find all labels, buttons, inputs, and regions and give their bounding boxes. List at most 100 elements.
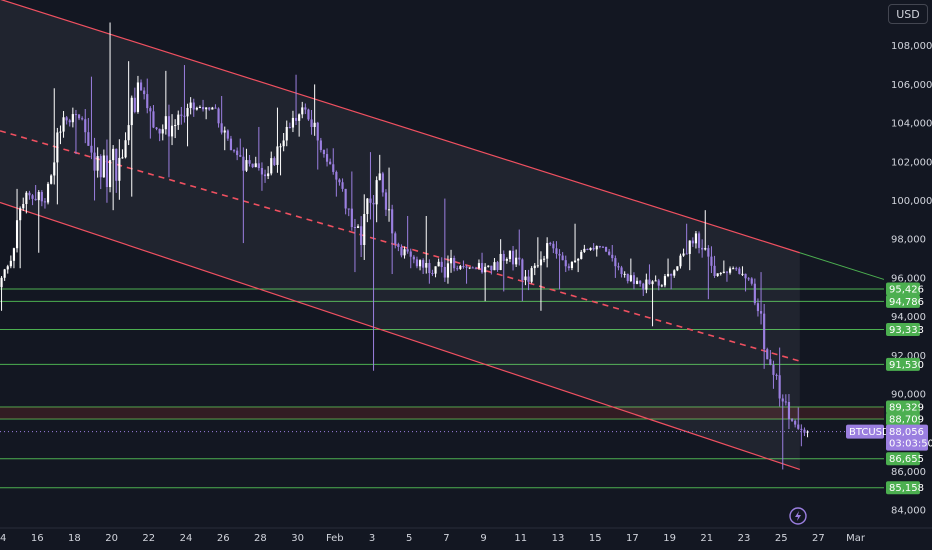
candle-body <box>28 192 31 196</box>
candle-body <box>741 273 744 275</box>
candle-body <box>710 256 713 266</box>
candle-body <box>493 262 496 271</box>
candle-body <box>99 156 102 178</box>
y-tick-label: 92,000 <box>891 351 926 362</box>
candle-body <box>484 266 487 273</box>
candle-body <box>62 117 65 132</box>
candle-body <box>409 251 412 257</box>
x-tick-label: 11 <box>514 533 527 544</box>
candle-body <box>19 208 22 221</box>
candle-body <box>418 260 422 267</box>
candle-body <box>273 158 276 165</box>
candle-body <box>701 247 704 250</box>
currency-button[interactable]: USD <box>888 4 928 24</box>
level-label: 93,333 <box>889 325 924 336</box>
candle-body <box>772 364 775 375</box>
candle-body <box>226 130 229 139</box>
candle-body <box>527 276 530 282</box>
y-tick-label: 102,000 <box>891 157 932 168</box>
x-tick-label: 16 <box>31 533 44 544</box>
candle-body <box>443 266 446 278</box>
candle-body <box>313 122 316 127</box>
candle-body <box>71 114 74 123</box>
candle-body <box>586 248 589 251</box>
x-tick-label: 20 <box>105 533 118 544</box>
candle-body <box>567 266 570 269</box>
candle-body <box>245 160 248 171</box>
candle-body <box>623 273 626 275</box>
candle-body <box>229 138 233 151</box>
x-tick-label: 26 <box>217 533 230 544</box>
candle-body <box>356 226 360 228</box>
candle-body <box>387 209 391 211</box>
candle-body <box>446 263 450 278</box>
candle-body <box>403 249 406 256</box>
candle-body <box>666 273 670 277</box>
candle-body <box>663 276 667 286</box>
candle-body <box>208 107 211 110</box>
candle-body <box>756 303 760 312</box>
candle-body <box>595 246 598 250</box>
candle-body <box>787 401 791 420</box>
candle-body <box>635 280 639 284</box>
candle-body <box>645 279 648 290</box>
candle-body <box>679 255 682 267</box>
candle-body <box>474 268 477 270</box>
candle-body <box>477 263 481 269</box>
candle-body <box>248 160 251 164</box>
candle-body <box>232 150 236 152</box>
candle-body <box>304 107 307 110</box>
candle-body <box>508 250 512 260</box>
x-tick-label: 27 <box>812 533 825 544</box>
level-label-box <box>886 357 920 371</box>
level-label: 85,158 <box>889 483 924 494</box>
candle-body <box>580 251 583 259</box>
y-tick-label: 96,000 <box>891 273 926 284</box>
current-price-value: 88,056 <box>889 427 924 438</box>
candle-body <box>353 227 357 229</box>
candle-body <box>738 268 741 274</box>
candle-body <box>164 116 167 130</box>
candle-body <box>521 259 524 281</box>
candle-body <box>31 195 34 199</box>
candle-body <box>459 266 462 269</box>
y-tick-label: 108,000 <box>891 41 932 52</box>
candle-body <box>415 259 419 267</box>
candle-countdown: 03:03:50 <box>889 439 932 450</box>
candle-body <box>747 278 750 280</box>
candle-body <box>332 164 335 172</box>
candle-body <box>124 140 127 158</box>
candle-body <box>536 265 539 267</box>
lightning-icon[interactable] <box>789 507 807 525</box>
candle-body <box>108 160 112 188</box>
candle-body <box>552 243 555 249</box>
channel-upper-line[interactable] <box>0 0 800 254</box>
level-label-box <box>886 282 920 296</box>
channel-mid-line[interactable] <box>0 130 801 362</box>
candle-body <box>170 125 174 137</box>
x-tick-label: Mar <box>846 533 866 544</box>
candle-body <box>524 276 527 281</box>
candle-body <box>198 107 202 109</box>
candle-body <box>697 233 701 248</box>
candle-body <box>223 130 226 133</box>
candle-body <box>496 262 499 271</box>
candle-body <box>778 375 781 399</box>
candle-body <box>329 161 332 165</box>
candle-body <box>366 198 369 215</box>
candle-body <box>642 283 645 290</box>
candle-body <box>518 257 521 260</box>
level-label: 86,655 <box>889 454 924 465</box>
candle-body <box>294 117 298 121</box>
candle-body <box>34 198 37 201</box>
candle-body <box>263 174 267 177</box>
candle-body <box>660 285 663 287</box>
candle-body <box>453 257 456 269</box>
channel-lower-line[interactable] <box>0 201 800 471</box>
candle-body <box>626 273 629 282</box>
candle-body <box>288 126 291 128</box>
candle-body <box>800 428 803 430</box>
candle-body <box>53 162 56 176</box>
